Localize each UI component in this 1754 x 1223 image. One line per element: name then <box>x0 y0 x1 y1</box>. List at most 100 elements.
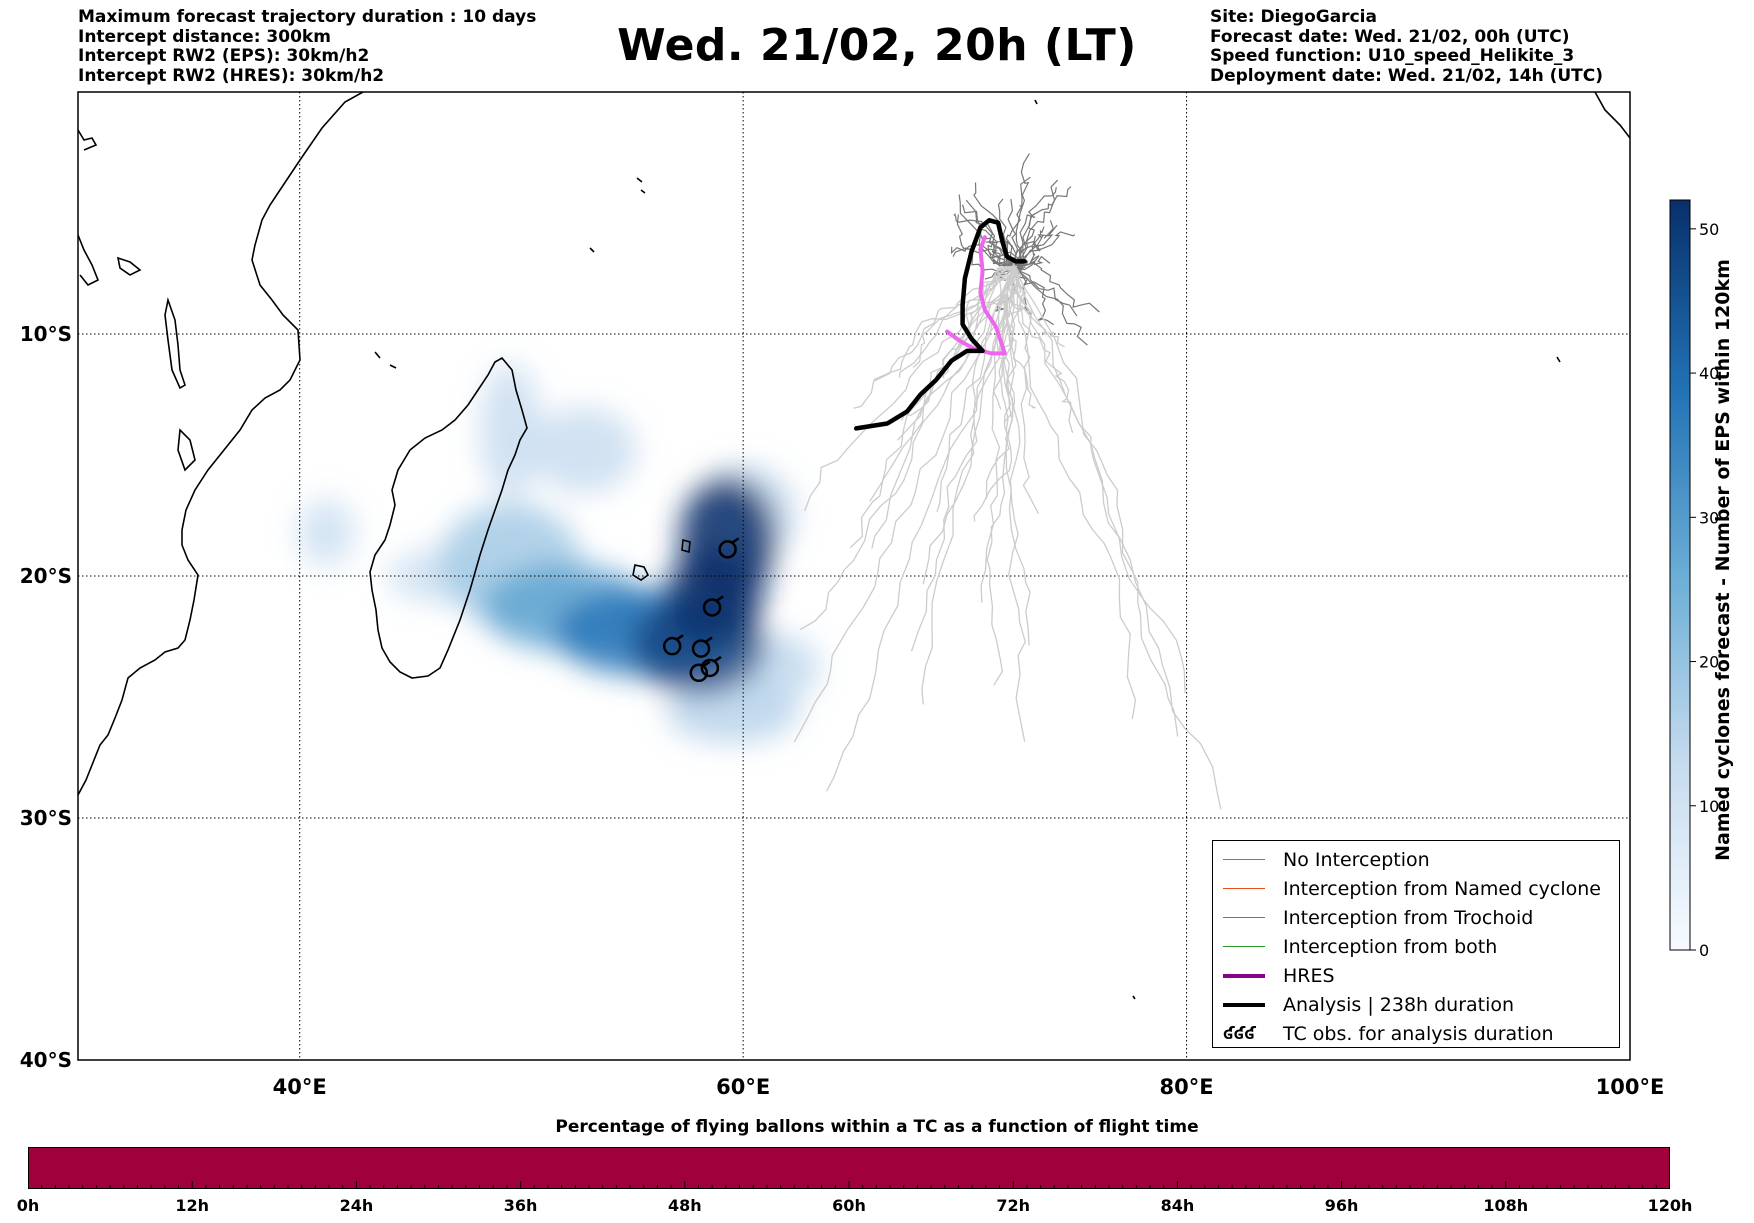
ensemble-track <box>1013 235 1041 267</box>
density-blob <box>678 476 777 603</box>
colorbar-tick-label: 10 <box>1699 797 1719 816</box>
colorbar-tick-label: 30 <box>1699 508 1719 527</box>
legend-item-tc-obs: ʛʛʛ TC obs. for analysis duration <box>1223 1019 1619 1048</box>
density-blob <box>530 406 637 494</box>
speed-function-text: Speed function: U10_speed_Helikite_3 <box>1210 46 1575 66</box>
lake-tanganyika <box>164 296 186 390</box>
legend-item: Interception from Named cyclone <box>1223 874 1619 903</box>
ensemble-trajectories <box>793 153 1222 810</box>
tc-obs-marker <box>700 658 720 678</box>
intercept-eps-text: Intercept RW2 (EPS): 30km/h2 <box>78 46 370 66</box>
lake-malawi <box>177 428 196 472</box>
lon-label: 100°E <box>1596 1075 1665 1099</box>
colorbar-tick-label: 20 <box>1699 653 1719 672</box>
ensemble-track <box>1013 179 1059 267</box>
legend-label: Interception from Named cyclone <box>1283 877 1601 900</box>
legend-label: Analysis | 238h duration <box>1283 993 1515 1016</box>
ensemble-track <box>910 265 1015 652</box>
legend-label: TC obs. for analysis duration <box>1283 1022 1554 1045</box>
legend-swatch <box>1223 973 1265 978</box>
density-blob <box>479 363 542 499</box>
flight-tick-label: 60h <box>832 1196 866 1215</box>
density-blob <box>297 498 356 567</box>
flight-bar-title: Percentage of flying ballons within a TC… <box>555 1117 1199 1137</box>
legend-label: No Interception <box>1283 848 1430 871</box>
ensemble-track <box>1013 220 1054 267</box>
flight-tick-label: 0h <box>16 1196 40 1215</box>
ensemble-track <box>826 266 1015 792</box>
map-frame <box>77 91 1631 1061</box>
legend-label: HRES <box>1283 964 1335 987</box>
tc-obs-tail <box>716 595 724 602</box>
max-duration-text: Maximum forecast trajectory duration : 1… <box>78 7 537 27</box>
tc-obs-marker <box>718 540 737 559</box>
ensemble-track <box>803 265 1014 512</box>
hres-trajectory <box>945 235 1007 356</box>
tc-observations <box>662 537 740 683</box>
ensemble-track <box>936 266 1015 512</box>
flight-tick-label: 96h <box>1324 1196 1359 1215</box>
legend-swatch <box>1223 1002 1265 1007</box>
forecast-date-text: Forecast date: Wed. 21/02, 00h (UTC) <box>1210 26 1570 47</box>
socotra-coast <box>78 129 98 151</box>
ensemble-track <box>922 266 1015 585</box>
tc-obs-tail <box>705 636 713 643</box>
ensemble-track <box>984 265 1015 282</box>
ensemble-track <box>1013 153 1030 267</box>
amsterdam-island <box>1132 995 1136 1000</box>
ensemble-track <box>986 266 1016 686</box>
header-left-info: Maximum forecast trajectory duration : 1… <box>78 7 537 86</box>
mauritius-coast <box>681 538 691 554</box>
ensemble-track <box>1013 262 1100 313</box>
tc-obs-marker <box>689 663 709 683</box>
lat-label: 30°S <box>20 806 72 830</box>
cocos-islands <box>1556 356 1561 363</box>
lon-label: 60°E <box>716 1075 770 1099</box>
ensemble-track <box>1009 265 1065 348</box>
deployment-date-text: Deployment date: Wed. 21/02, 14h (UTC) <box>1210 65 1604 86</box>
colorbar-title: Named cyclones forecast - Number of EPS … <box>1712 259 1734 861</box>
legend-item: Interception from both <box>1223 932 1619 961</box>
ensemble-track <box>853 265 1014 409</box>
ensemble-track <box>1013 231 1076 267</box>
flight-tick-label: 84h <box>1160 1196 1195 1215</box>
flight-tick-label: 72h <box>996 1196 1031 1215</box>
lat-label: 40°S <box>20 1048 72 1072</box>
colorbar-tick-label: 40 <box>1699 364 1719 383</box>
tc-obs-tail <box>703 660 711 667</box>
ensemble-track <box>1006 266 1026 742</box>
page-title: Wed. 21/02, 20h (LT) <box>617 20 1137 71</box>
legend-swatch <box>1223 917 1265 918</box>
cyclone-density-field <box>297 363 819 743</box>
ensemble-track <box>1013 265 1055 326</box>
africa-coast <box>78 92 364 796</box>
ensemble-track <box>1013 186 1072 267</box>
tc-obs-tail <box>714 655 722 663</box>
site-text: Site: DiegoGarcia <box>1210 7 1377 27</box>
density-blob <box>665 680 799 743</box>
intercept-distance-text: Intercept distance: 300km <box>78 26 331 47</box>
colorbar-tick-label: 50 <box>1699 220 1719 239</box>
ensemble-track <box>921 266 1015 705</box>
ensemble-track <box>993 266 1022 410</box>
madagascar-coast <box>369 356 528 679</box>
ensemble-track <box>1012 265 1074 433</box>
ensemble-track <box>871 265 1015 549</box>
ensemble-track <box>987 224 1014 267</box>
comoros <box>374 351 397 369</box>
ensemble-track <box>1012 265 1222 810</box>
tc-obs-marker <box>691 639 711 658</box>
flight-tick-label: 108h <box>1483 1196 1529 1215</box>
colorbar-tick-label: 0 <box>1699 941 1709 960</box>
tc-obs-marker <box>702 598 722 617</box>
ensemble-track <box>1005 176 1031 267</box>
coastlines <box>78 92 1630 1000</box>
legend-label: Interception from Trochoid <box>1283 906 1534 929</box>
ensemble-track <box>965 199 1014 269</box>
ensemble-track <box>1010 265 1036 409</box>
ensemble-track <box>1011 213 1035 267</box>
ensemble-track <box>793 265 1015 743</box>
intercept-hres-text: Intercept RW2 (HRES): 30km/h2 <box>78 65 385 86</box>
reunion-coast <box>632 564 650 581</box>
